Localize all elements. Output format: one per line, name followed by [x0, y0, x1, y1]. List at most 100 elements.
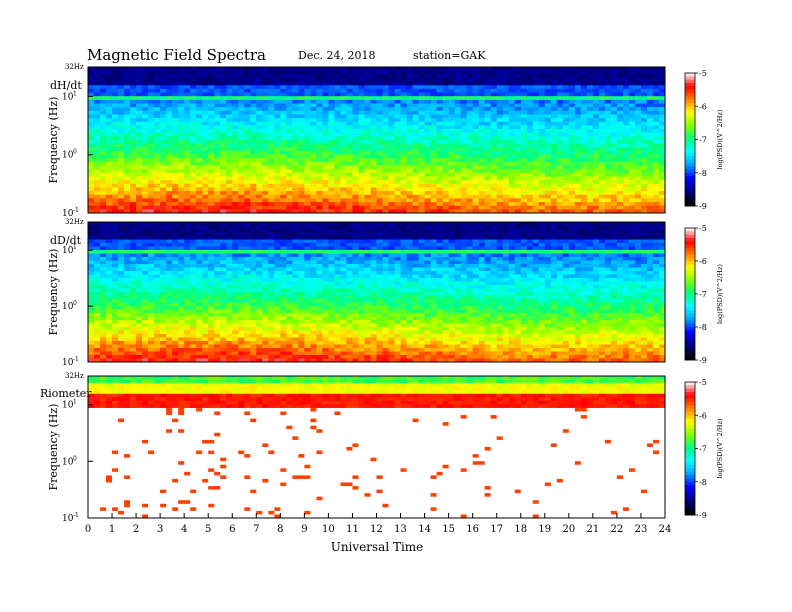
heatmap-cell — [598, 81, 606, 86]
heatmap-cell — [88, 239, 95, 244]
heatmap-cell — [88, 118, 95, 123]
heatmap-cell — [130, 264, 137, 268]
heatmap-cell — [124, 348, 131, 352]
heatmap-cell — [172, 70, 179, 75]
heatmap-cell — [580, 129, 588, 134]
heatmap-cell — [142, 292, 149, 296]
heatmap-cell — [226, 257, 233, 261]
heatmap-cell — [214, 232, 221, 237]
heatmap-cell — [160, 334, 167, 338]
heatmap-cell — [130, 232, 137, 237]
heatmap-cell — [100, 205, 107, 210]
heatmap-cell — [484, 180, 492, 185]
heatmap-cell — [340, 165, 347, 170]
heatmap-cell — [514, 132, 522, 137]
heatmap-cell — [376, 114, 383, 119]
heatmap-cell — [334, 165, 341, 170]
heatmap-cell — [88, 246, 95, 251]
heatmap-cell — [526, 209, 534, 214]
heatmap-cell — [334, 143, 341, 148]
heatmap-cell — [394, 114, 401, 119]
heatmap-cell — [634, 150, 642, 155]
heatmap-cell — [106, 351, 113, 356]
heatmap-cell — [142, 161, 149, 166]
heatmap-cell — [538, 81, 546, 86]
heatmap-cell — [268, 194, 275, 199]
heatmap-cell — [118, 132, 125, 137]
heatmap-cell — [250, 81, 257, 86]
heatmap-cell — [172, 323, 179, 328]
heatmap-cell — [448, 161, 456, 166]
heatmap-cell — [202, 316, 209, 321]
heatmap-cell — [100, 225, 107, 230]
heatmap-cell — [622, 205, 630, 210]
heatmap-cell — [580, 114, 588, 119]
heatmap-cell — [226, 205, 233, 210]
heatmap-cell — [268, 81, 275, 86]
heatmap-cell — [226, 118, 233, 123]
heatmap-cell — [184, 99, 191, 104]
heatmap-cell — [232, 260, 239, 265]
heatmap-cell — [334, 140, 341, 145]
heatmap-cell — [442, 158, 450, 163]
heatmap-cell — [106, 147, 113, 152]
heatmap-cell — [256, 143, 263, 148]
heatmap-cell — [148, 180, 155, 185]
heatmap-cell — [334, 158, 341, 163]
heatmap-cell — [634, 125, 642, 130]
heatmap-cell — [472, 176, 480, 181]
heatmap-cell — [568, 150, 576, 155]
heatmap-cell — [166, 191, 173, 196]
heatmap-cell — [166, 205, 173, 210]
heatmap-cell — [166, 274, 173, 279]
heatmap-cell — [406, 205, 413, 210]
heatmap-cell — [136, 271, 143, 275]
heatmap-cell — [232, 172, 239, 177]
heatmap-cell — [376, 205, 383, 210]
heatmap-cell — [658, 77, 666, 82]
heatmap-cell — [514, 172, 522, 177]
heatmap-cell — [280, 161, 287, 166]
heatmap-cell — [610, 205, 618, 210]
heatmap-cell — [532, 107, 540, 112]
heatmap-cell — [640, 96, 648, 101]
heatmap-cell — [118, 232, 125, 237]
heatmap-cell — [88, 198, 95, 203]
heatmap-cell — [262, 132, 269, 137]
heatmap-cell — [172, 99, 179, 104]
heatmap-cell — [562, 70, 570, 75]
heatmap-cell — [592, 107, 600, 112]
heatmap-cell — [202, 150, 209, 155]
heatmap-cell — [196, 295, 203, 300]
heatmap-cell — [190, 278, 197, 282]
heatmap-cell — [172, 309, 179, 314]
heatmap-cell — [364, 85, 371, 90]
heatmap-cell — [274, 70, 281, 75]
heatmap-cell — [148, 136, 155, 141]
heatmap-cell — [274, 172, 281, 177]
heatmap-cell — [232, 271, 239, 275]
heatmap-cell — [502, 150, 510, 155]
heatmap-cell — [370, 143, 377, 148]
heatmap-cell — [256, 77, 263, 82]
heatmap-cell — [430, 158, 437, 163]
heatmap-cell — [208, 81, 215, 86]
heatmap-cell — [478, 169, 486, 174]
heatmap-cell — [196, 88, 203, 93]
heatmap-cell — [484, 132, 492, 137]
heatmap-cell — [412, 183, 419, 188]
heatmap-cell — [190, 285, 197, 289]
heatmap-cell — [136, 222, 143, 226]
heatmap-cell — [442, 88, 450, 93]
heatmap-cell — [508, 129, 516, 134]
heatmap-cell — [130, 239, 137, 244]
heatmap-cell — [280, 172, 287, 177]
heatmap-cell — [616, 154, 624, 159]
heatmap-cell — [178, 250, 185, 254]
heatmap-cell — [574, 77, 582, 82]
heatmap-cell — [244, 67, 251, 72]
heatmap-cell — [424, 67, 431, 72]
heatmap-cell — [538, 198, 546, 203]
heatmap-cell — [196, 158, 203, 163]
heatmap-cell — [106, 278, 113, 282]
